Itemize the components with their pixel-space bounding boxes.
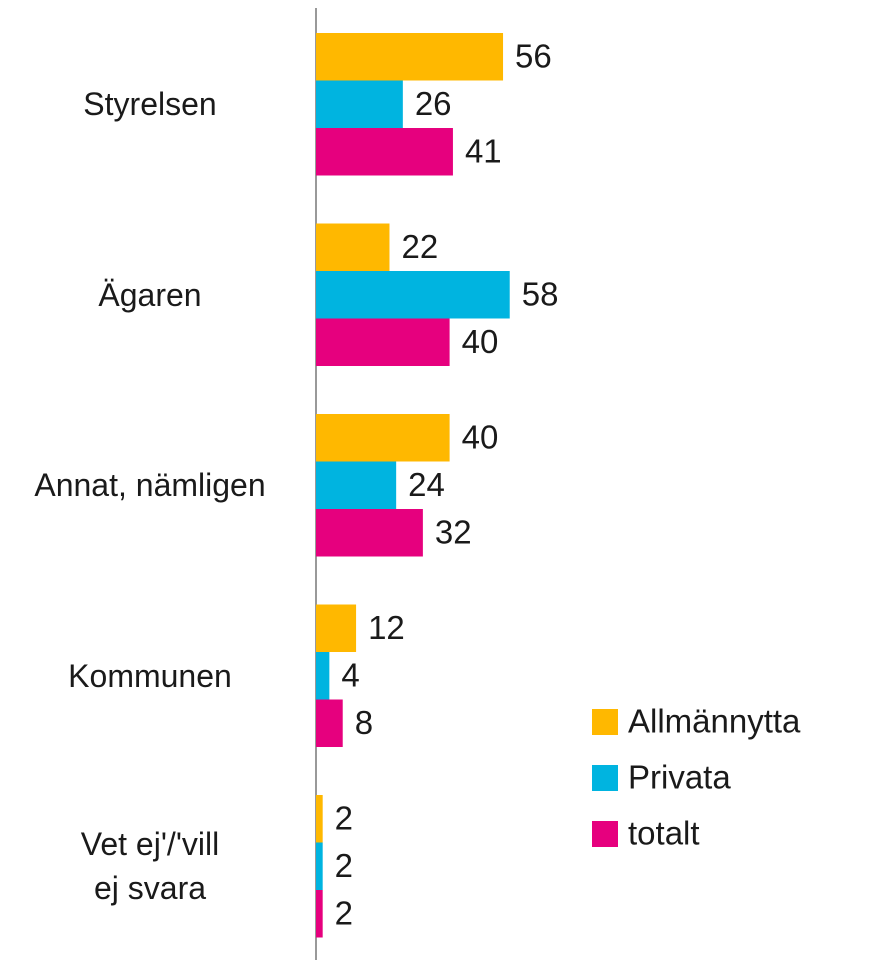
value-label: 2 [335,799,353,836]
value-label: 40 [462,418,499,455]
bar [316,80,403,128]
value-label: 2 [335,847,353,884]
legend-label: Allmännytta [628,703,801,740]
bar [316,128,453,176]
legend-label: totalt [628,815,700,852]
bar [316,33,504,81]
category-label: Annat, nämligen [34,467,266,504]
value-label: 4 [341,656,359,693]
value-label: 24 [408,466,445,503]
legend-swatch [592,821,618,847]
value-label: 8 [355,704,373,741]
bar [316,842,323,890]
bar [316,271,510,319]
value-label: 40 [462,323,499,360]
value-label: 22 [401,228,438,265]
value-label: 12 [368,609,405,646]
bar [316,318,450,366]
bar [316,414,450,462]
legend-swatch [592,709,618,735]
category-label: Kommunen [68,657,232,694]
legend-label: Privata [628,759,731,796]
value-label: 32 [435,513,472,550]
value-label: 41 [465,132,502,169]
category-label: Styrelsen [83,86,217,123]
value-label: 58 [522,275,559,312]
category-label: Vet ej'/'vill ej svara [80,826,220,907]
bar [316,461,397,509]
bar [316,795,323,843]
value-label: 26 [415,85,452,122]
value-label: 2 [335,894,353,931]
legend-swatch [592,765,618,791]
bar [316,652,330,700]
category-label: Ägaren [98,276,202,313]
bar [316,699,343,747]
bar [316,604,357,652]
value-label: 56 [515,37,552,74]
bar [316,509,423,557]
bar [316,890,323,938]
bar [316,223,390,271]
